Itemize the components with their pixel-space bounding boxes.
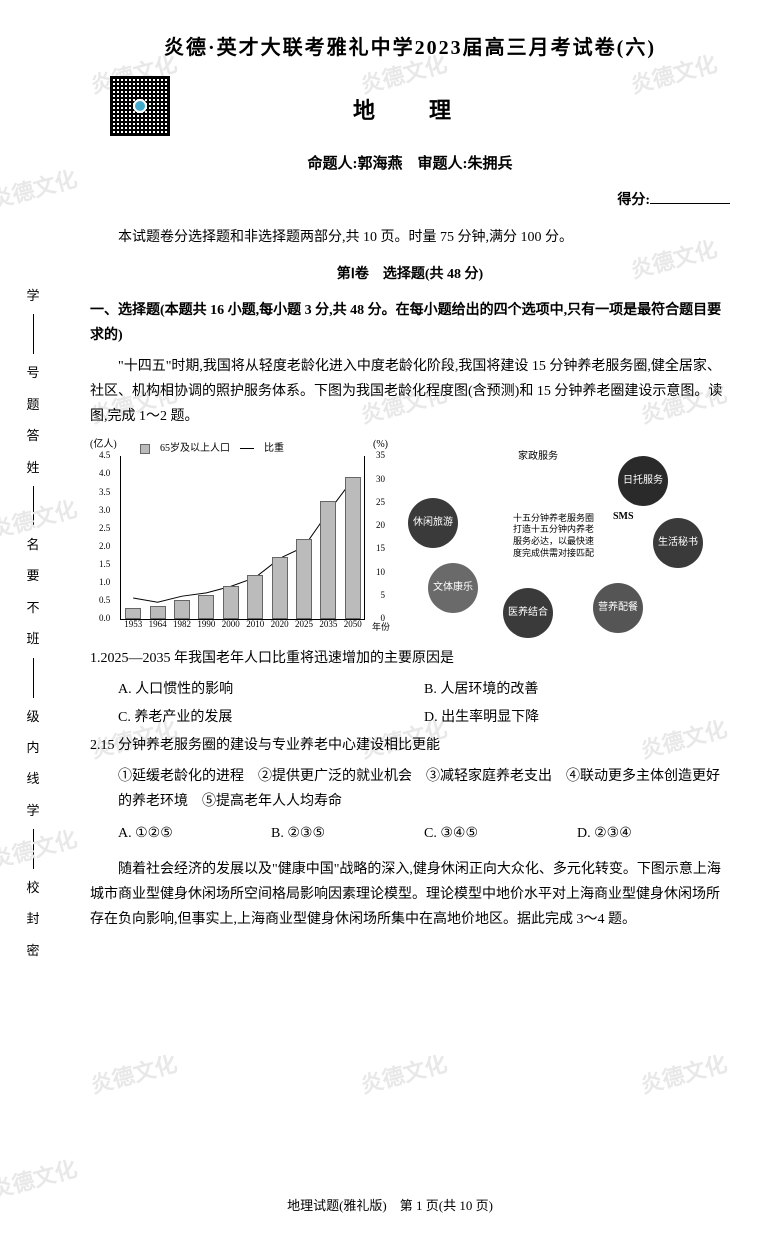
score-line: 得分: <box>90 188 730 213</box>
question-2-sub: ①延缓老龄化的进程 ②提供更广泛的就业机会 ③减轻家庭养老支出 ④联动更多主体创… <box>90 764 730 814</box>
diagram-center-text: 十五分钟养老服务圈 打造十五分钟内养老服务必达，以最快速度完成供需对接匹配 <box>513 513 598 560</box>
watermark: 炎德文化 <box>636 1044 731 1105</box>
question-2-options: A. ①②⑤ B. ②③⑤ C. ③④⑤ D. ②③④ <box>90 821 730 849</box>
author-line: 命题人:郭海燕 审题人:朱拥兵 <box>90 151 730 178</box>
intro: 本试题卷分选择题和非选择题两部分,共 10 页。时量 75 分钟,满分 100 … <box>90 225 730 250</box>
diagram-circle: 营养配餐 <box>593 583 643 633</box>
page-footer: 地理试题(雅礼版) 第 1 页(共 10 页) <box>0 1194 780 1217</box>
service-diagram: 家政服务 SMS 十五分钟养老服务圈 打造十五分钟内养老服务必达，以最快速度完成… <box>398 438 708 638</box>
section-title: 第Ⅰ卷 选择题(共 48 分) <box>90 262 730 287</box>
aging-chart: (亿人) (%) 65岁及以上人口 比重 0.00.51.01.52.02.53… <box>90 438 390 638</box>
watermark: 炎德文化 <box>356 1044 451 1105</box>
watermark: 炎德文化 <box>0 159 82 220</box>
passage-1: "十四五"时期,我国将从轻度老龄化进入中度老龄化阶段,我国将建设 15 分钟养老… <box>90 354 730 430</box>
diagram-circle: 医养结合 <box>503 588 553 638</box>
question-1: 1.2025—2035 年我国老年人口比重将迅速增加的主要原因是 <box>90 646 730 671</box>
diagram-circle: 生活秘书 <box>653 518 703 568</box>
passage-2: 随着社会经济的发展以及"健康中国"战略的深入,健身休闲正向大众化、多元化转变。下… <box>90 857 730 933</box>
question-2: 2.15 分钟养老服务圈的建设与专业养老中心建设相比更能 <box>90 733 730 758</box>
section-heading: 一、选择题(本题共 16 小题,每小题 3 分,共 48 分。在每小题给出的四个… <box>90 298 730 348</box>
question-1-options: A. 人口惯性的影响 B. 人居环境的改善 C. 养老产业的发展 D. 出生率明… <box>90 677 730 733</box>
title-main: 炎德·英才大联考雅礼中学2023届高三月考试卷(六) <box>90 30 730 66</box>
diagram-circle: 日托服务 <box>618 456 668 506</box>
diagram-sms-label: SMS <box>613 508 634 526</box>
qr-code <box>110 76 170 136</box>
watermark: 炎德文化 <box>86 1044 181 1105</box>
subject: 地 理 <box>353 91 467 131</box>
diagram-circle: 文体康乐 <box>428 563 478 613</box>
binding-margin: 学号题答姓名要不班级内线学校封密 <box>18 280 48 966</box>
diagram-top-label: 家政服务 <box>518 448 558 466</box>
diagram-circle: 休闲旅游 <box>408 498 458 548</box>
